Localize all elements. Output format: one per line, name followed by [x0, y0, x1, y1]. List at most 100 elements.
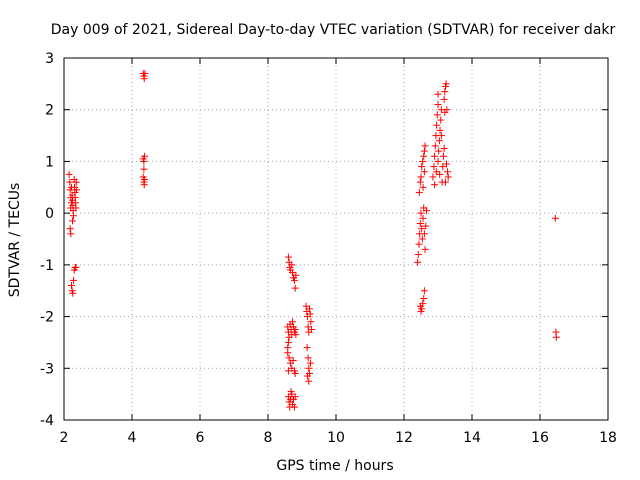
data-point	[67, 230, 75, 238]
data-point	[416, 178, 424, 186]
data-point	[415, 240, 423, 248]
data-point	[70, 212, 78, 220]
data-point	[287, 388, 295, 396]
data-point	[291, 276, 299, 284]
data-point	[419, 157, 427, 165]
x-tick-label: 2	[60, 430, 69, 446]
y-tick-label: 2	[45, 103, 54, 119]
y-tick-label: -4	[40, 413, 54, 429]
data-point	[284, 349, 292, 357]
data-point	[419, 183, 427, 191]
data-point	[292, 271, 300, 279]
data-point	[420, 294, 428, 302]
data-point	[291, 369, 299, 377]
data-point	[421, 245, 429, 253]
data-point	[70, 276, 78, 284]
data-point	[307, 318, 315, 326]
data-point	[416, 219, 424, 227]
data-point	[69, 217, 76, 225]
data-point	[420, 230, 428, 238]
data-point	[429, 173, 437, 181]
data-point	[289, 357, 297, 365]
data-point	[418, 225, 426, 233]
x-tick-label: 6	[196, 430, 205, 446]
x-tick-label: 8	[264, 430, 273, 446]
data-point	[437, 116, 445, 124]
data-point	[66, 225, 74, 233]
data-point	[434, 101, 442, 109]
data-point	[415, 188, 423, 196]
data-point	[417, 173, 425, 181]
data-point	[285, 354, 293, 362]
data-point	[305, 377, 313, 385]
y-tick-label: -1	[40, 258, 54, 274]
data-point	[288, 261, 296, 269]
y-tick-label: 0	[45, 206, 54, 222]
data-point	[291, 326, 299, 333]
data-point	[441, 178, 449, 186]
data-point	[69, 289, 77, 297]
data-point	[292, 331, 300, 339]
data-point	[440, 95, 448, 103]
data-point	[419, 300, 427, 308]
y-tick-label: 3	[45, 51, 54, 67]
data-point	[443, 160, 450, 168]
data-point	[284, 338, 292, 346]
data-point	[288, 318, 296, 326]
data-point	[422, 207, 430, 215]
data-point	[306, 310, 314, 318]
data-point	[140, 165, 148, 173]
data-point	[431, 152, 439, 160]
data-point	[66, 178, 74, 186]
data-point	[420, 287, 428, 295]
data-point	[141, 152, 149, 160]
data-point	[439, 163, 447, 171]
data-point	[417, 209, 425, 217]
data-point	[444, 168, 452, 176]
data-point	[418, 305, 426, 313]
data-point	[552, 333, 560, 341]
data-point	[433, 111, 441, 119]
data-point	[441, 108, 449, 116]
data-point	[305, 305, 313, 313]
data-point	[434, 90, 442, 98]
data-point	[65, 170, 73, 178]
data-point	[72, 204, 80, 212]
x-tick-label: 12	[395, 430, 413, 446]
data-point	[431, 142, 439, 150]
data-point	[284, 253, 292, 261]
data-point	[140, 75, 148, 83]
data-point	[414, 258, 422, 266]
data-point	[433, 121, 441, 129]
data-point	[140, 157, 148, 165]
data-point	[418, 163, 426, 171]
data-point	[308, 326, 316, 333]
data-point	[419, 214, 427, 222]
data-point	[430, 163, 438, 171]
data-point	[303, 372, 311, 380]
data-point	[436, 170, 444, 178]
data-point	[414, 251, 422, 259]
chart-title: Day 009 of 2021, Sidereal Day-to-day VTE…	[51, 22, 616, 38]
data-point	[418, 235, 426, 243]
data-point	[73, 186, 81, 194]
y-tick-label: 1	[45, 154, 54, 170]
data-point	[440, 145, 448, 152]
data-point	[420, 147, 428, 155]
data-point	[420, 152, 428, 160]
data-point	[291, 393, 299, 401]
data-point	[434, 157, 442, 165]
data-point	[435, 147, 443, 155]
data-point	[444, 173, 452, 181]
data-point	[442, 80, 450, 88]
data-point	[304, 354, 312, 362]
x-tick-label: 18	[599, 430, 617, 446]
y-tick-label: -2	[40, 310, 54, 326]
data-point	[284, 367, 292, 375]
data-point	[551, 214, 559, 222]
y-axis-label: SDTVAR / TECUs	[7, 183, 23, 298]
data-point	[291, 403, 299, 411]
x-axis-label: GPS time / hours	[276, 458, 393, 474]
